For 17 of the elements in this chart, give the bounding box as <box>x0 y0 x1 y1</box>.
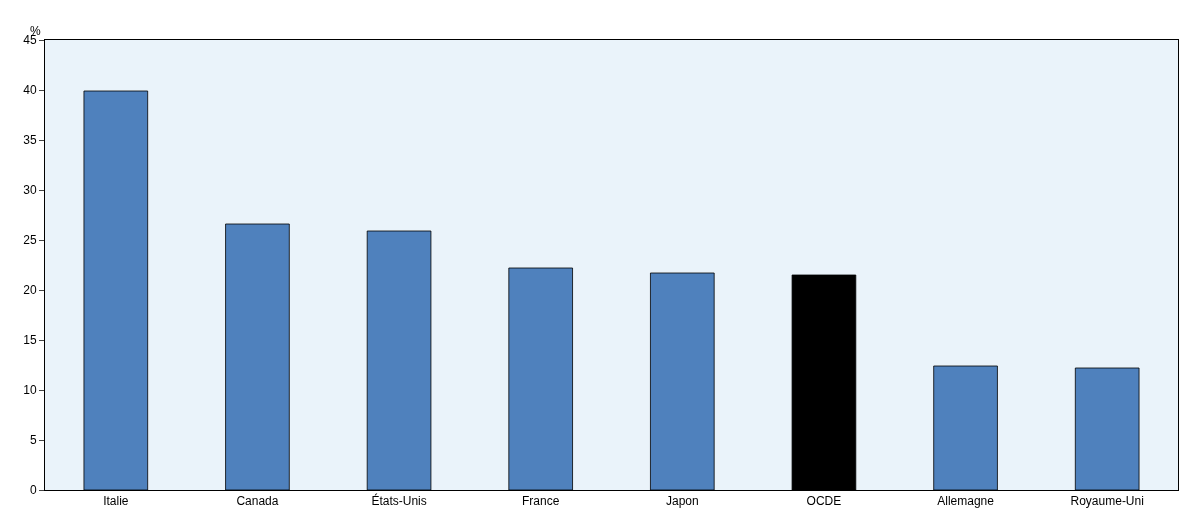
x-tick-label: Japon <box>665 494 699 509</box>
x-tick-label: Royaume-Uni <box>1070 494 1144 509</box>
y-tick-label: 0 <box>29 483 37 498</box>
y-tick-label: 30 <box>23 183 37 198</box>
y-tick-label: 40 <box>23 83 37 98</box>
x-tick-label: Allemagne <box>937 494 995 509</box>
y-tick-label: 15 <box>23 333 37 348</box>
x-tick-label: États-Unis <box>371 493 427 509</box>
x-tick-label: France <box>522 494 560 509</box>
x-tick-label: OCDE <box>806 494 842 509</box>
y-tick-label: 10 <box>23 383 37 398</box>
y-tick-label: 35 <box>23 133 37 148</box>
x-tick-label: Italie <box>103 494 129 509</box>
y-tick-label: 25 <box>23 233 37 248</box>
y-tick-label: 5 <box>29 433 37 448</box>
x-tick-label: Canada <box>236 494 279 509</box>
y-tick-label: 20 <box>23 283 37 298</box>
